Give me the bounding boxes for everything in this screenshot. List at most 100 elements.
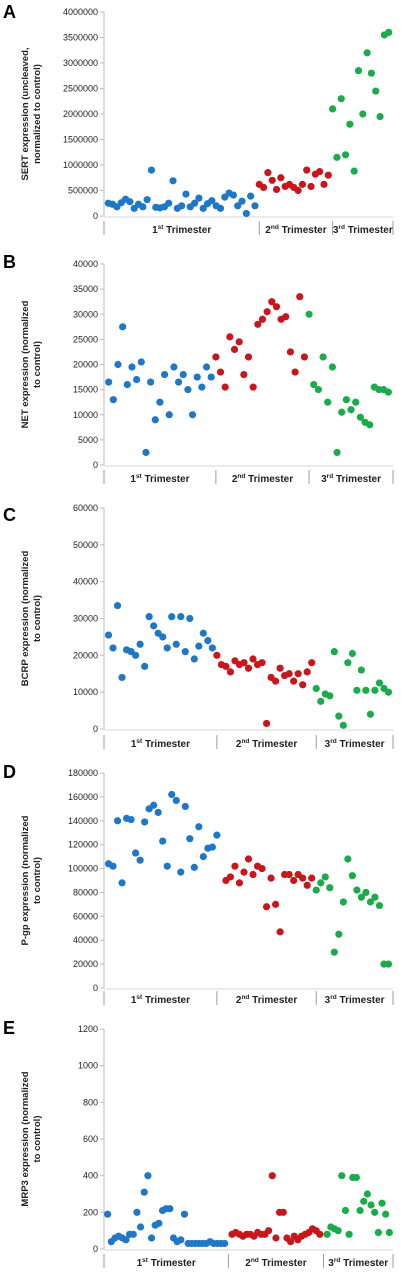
- data-point: [133, 1208, 141, 1216]
- data-point: [363, 1190, 371, 1198]
- series-3: [329, 28, 393, 175]
- data-point: [299, 681, 307, 689]
- x-group-label: 1st Trimester: [131, 994, 190, 1006]
- data-point: [272, 303, 281, 311]
- data-point: [371, 1208, 379, 1216]
- data-point: [371, 686, 379, 694]
- data-point: [277, 174, 285, 182]
- series-2: [228, 1172, 324, 1246]
- y-tick-label: 5000: [78, 435, 98, 445]
- data-point: [136, 640, 144, 648]
- data-point: [382, 1210, 390, 1218]
- data-point: [104, 631, 113, 639]
- data-point: [268, 176, 276, 184]
- data-point: [298, 180, 307, 188]
- series-1: [104, 166, 259, 218]
- x-group-label: 2nd Trimester: [236, 994, 297, 1006]
- data-point: [169, 177, 177, 185]
- data-point: [141, 662, 149, 670]
- data-point: [342, 396, 350, 404]
- data-point: [347, 406, 355, 414]
- data-point: [333, 153, 341, 161]
- y-tick-label: 30000: [73, 614, 98, 624]
- data-point: [184, 386, 192, 394]
- data-point: [150, 801, 158, 809]
- data-point: [182, 190, 190, 198]
- data-point: [142, 448, 150, 457]
- y-axis-title-line: to control): [32, 1116, 43, 1163]
- data-point: [133, 375, 141, 384]
- data-point: [240, 659, 248, 667]
- y-tick-label: 15000: [73, 385, 98, 395]
- data-point: [186, 835, 194, 843]
- y-tick-label: 0: [93, 724, 98, 734]
- series-3: [312, 855, 393, 968]
- series-2: [212, 293, 309, 391]
- data-point: [366, 710, 375, 718]
- data-point: [181, 648, 189, 656]
- x-group-label: 1st Trimester: [130, 473, 189, 485]
- y-tick-label: 500000: [68, 186, 98, 196]
- data-point: [188, 411, 197, 419]
- data-point: [163, 862, 171, 870]
- data-point: [235, 879, 244, 887]
- data-point: [303, 166, 311, 174]
- data-point: [372, 87, 380, 95]
- data-point: [128, 363, 136, 371]
- data-point: [244, 855, 253, 863]
- data-point: [226, 873, 235, 881]
- data-point: [308, 659, 316, 667]
- data-point: [168, 790, 176, 799]
- data-point: [337, 95, 345, 103]
- panel-letter: D: [3, 762, 16, 782]
- data-point: [119, 323, 127, 331]
- data-point: [229, 191, 238, 199]
- data-point: [126, 198, 134, 206]
- data-point: [263, 308, 271, 316]
- data-point: [326, 692, 334, 700]
- data-point: [330, 948, 338, 956]
- y-tick-label: 10000: [73, 687, 98, 697]
- y-axis-title-line: NET expression (normalized: [20, 300, 31, 428]
- x-group-label: 1st Trimester: [152, 224, 211, 236]
- data-point: [294, 670, 302, 678]
- data-point: [271, 900, 280, 908]
- data-point: [328, 363, 337, 371]
- series-1: [104, 1172, 229, 1248]
- data-point: [166, 1205, 174, 1213]
- x-group-label: 1st Trimester: [137, 1257, 196, 1269]
- panel-letter: B: [3, 252, 16, 272]
- data-point: [207, 373, 215, 381]
- data-point: [335, 930, 343, 938]
- data-point: [222, 662, 230, 670]
- data-point: [346, 120, 354, 128]
- data-point: [178, 202, 186, 210]
- data-point: [317, 697, 325, 705]
- y-axis-title-line: MRP3 expression (normalized: [20, 1071, 31, 1206]
- y-tick-label: 80000: [73, 887, 98, 897]
- y-tick-label: 25000: [73, 334, 98, 344]
- y-tick-label: 600: [83, 1134, 98, 1144]
- data-point: [276, 664, 284, 672]
- data-point: [262, 903, 271, 911]
- data-point: [109, 862, 117, 870]
- y-tick-label: 10000: [73, 410, 98, 420]
- data-point: [136, 856, 144, 864]
- series-3: [323, 1172, 393, 1238]
- x-group-label: 3rd Trimester: [333, 224, 393, 236]
- data-point: [156, 398, 164, 406]
- data-point: [314, 386, 323, 394]
- data-point: [324, 398, 332, 406]
- data-point: [362, 686, 370, 694]
- data-point: [242, 209, 250, 218]
- data-point: [276, 928, 284, 936]
- y-axis-title-line: to control): [32, 341, 43, 388]
- data-point: [323, 1230, 331, 1238]
- chart-panel-d: D 0 20000 40000 60000 80000 100000 120000 140000…: [3, 762, 394, 1006]
- data-point: [213, 651, 221, 659]
- data-point: [271, 677, 280, 685]
- data-point: [190, 199, 199, 207]
- data-point: [282, 313, 290, 321]
- data-point: [264, 169, 272, 177]
- data-point: [208, 843, 216, 851]
